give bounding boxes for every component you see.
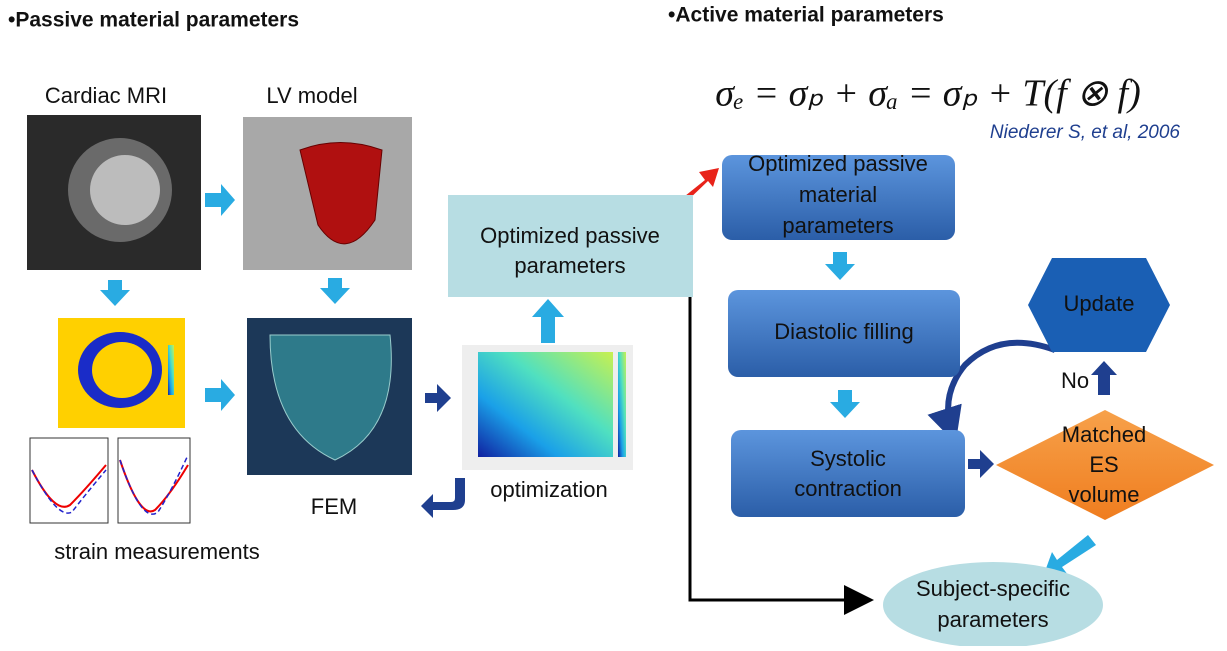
node-label: parameters xyxy=(514,253,625,278)
node-hexagon xyxy=(1028,258,1170,352)
strain-map-image xyxy=(58,318,185,428)
label: strain measurements xyxy=(54,539,259,564)
node-label: Update xyxy=(1064,291,1135,316)
node-label: Subject-specific xyxy=(916,576,1070,601)
mri-image xyxy=(27,115,201,270)
heatmap-image xyxy=(462,345,633,470)
passive-title: •Passive material parameters xyxy=(8,9,299,32)
label: optimization xyxy=(490,477,607,502)
connector xyxy=(688,297,874,615)
lv-model-image xyxy=(243,117,412,270)
arrow xyxy=(680,168,719,203)
node-label: volume xyxy=(1069,482,1140,507)
node-box xyxy=(448,195,693,297)
node-box xyxy=(728,290,960,377)
equation: σₑ = σₚ + σₐ = σₚ + T(f ⊗ f) xyxy=(715,73,1141,115)
active-title: •Active material parameters xyxy=(668,4,944,27)
citation: Niederer S, et al, 2006 xyxy=(990,122,1181,143)
node-diamond xyxy=(996,410,1214,520)
arrows xyxy=(421,361,1117,518)
node-box xyxy=(731,430,965,517)
node-label: Matched xyxy=(1062,422,1146,447)
node-ellipse xyxy=(883,562,1103,648)
label: LV model xyxy=(266,83,357,108)
label: FEM xyxy=(311,494,357,519)
fem-image xyxy=(247,318,412,475)
node-label: Systolic xyxy=(810,446,886,471)
label: No xyxy=(1061,368,1089,393)
node-label: Diastolic filling xyxy=(774,319,913,344)
loop-arrow xyxy=(927,339,1057,444)
node-label: Optimized passive xyxy=(748,151,928,176)
node-label: contraction xyxy=(794,476,902,501)
node-box xyxy=(722,155,955,240)
node-label: parameters xyxy=(937,607,1048,632)
strain-plots-image xyxy=(29,437,191,524)
node-label: parameters xyxy=(782,213,893,238)
arrows xyxy=(100,184,1096,575)
node-label: material xyxy=(799,182,877,207)
node-label: Optimized passive xyxy=(480,223,660,248)
label: Cardiac MRI xyxy=(45,83,167,108)
node-label: ES xyxy=(1089,452,1118,477)
